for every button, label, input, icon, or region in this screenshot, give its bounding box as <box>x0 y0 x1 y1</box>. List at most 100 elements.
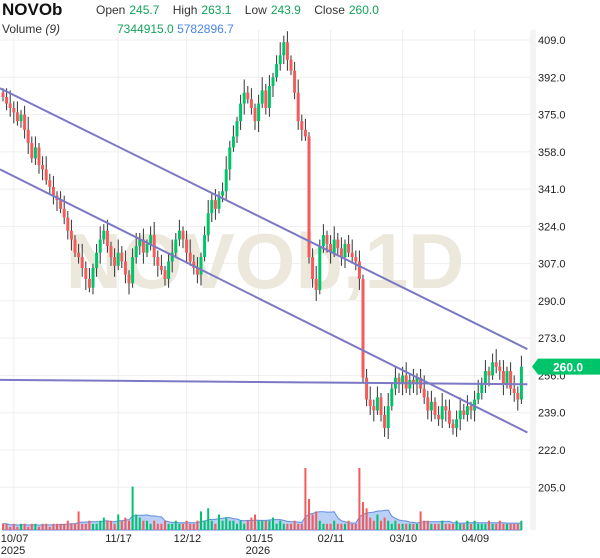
candle-body <box>37 147 41 165</box>
volume-bar <box>448 523 451 530</box>
candle-body <box>174 239 178 253</box>
x-tick-label: 01/15 <box>246 533 274 545</box>
volume-bar <box>513 523 516 530</box>
candle <box>433 397 437 420</box>
candle <box>156 250 160 277</box>
candle-body <box>271 77 275 87</box>
candle-body <box>33 147 37 159</box>
volume-bar <box>70 523 73 530</box>
candle-body <box>69 230 73 240</box>
volume-bar <box>146 520 148 530</box>
volume-bar <box>426 520 429 530</box>
volume-bar <box>48 526 51 530</box>
volume-bar <box>336 523 339 530</box>
candle-body <box>163 270 167 279</box>
candle-body <box>188 252 192 262</box>
candle-body <box>296 92 300 122</box>
candle <box>19 110 23 128</box>
volume-bar <box>520 520 523 530</box>
ohlc-legend: Open 245.7 High 263.1 Low 243.9 Close 260.0 <box>96 3 379 17</box>
candle-body <box>519 366 523 400</box>
candle <box>494 349 498 374</box>
volume-bar <box>268 520 271 530</box>
volume-bar <box>441 520 444 530</box>
volume-bar <box>462 523 465 530</box>
x-tick-label: 11/17 <box>105 533 132 545</box>
candle-body <box>372 406 376 411</box>
candle <box>30 136 34 163</box>
y-tick-label: 307.0 <box>538 259 566 271</box>
x-tick-label: 12/12 <box>174 533 202 545</box>
candle-body <box>440 406 444 420</box>
candle-body <box>224 169 228 192</box>
volume-bar <box>329 523 332 530</box>
candle-body <box>282 42 286 56</box>
candle-body <box>462 410 466 415</box>
candle <box>285 31 289 71</box>
volume-bar <box>257 520 260 530</box>
volume-bar <box>92 523 94 530</box>
volume-bar <box>293 520 296 530</box>
volume-bar <box>279 520 282 530</box>
volume-value: 7344915.0 <box>117 22 174 36</box>
candle <box>257 94 261 133</box>
volume-bar <box>264 520 267 530</box>
candle-body <box>141 239 145 253</box>
candle <box>339 237 343 266</box>
candle <box>188 239 192 266</box>
candle-body <box>275 64 279 78</box>
candle-body <box>138 239 142 247</box>
candle-body <box>242 92 246 104</box>
candle-body <box>278 55 282 65</box>
candle <box>303 118 307 141</box>
candle-body <box>516 392 520 400</box>
candle-body <box>501 371 505 385</box>
candle-body <box>347 243 351 253</box>
volume-bar <box>380 520 382 530</box>
volume-bar <box>88 520 91 530</box>
candle <box>185 230 189 264</box>
volume-bar <box>113 523 116 530</box>
candle-body <box>469 406 473 411</box>
candle-body <box>26 129 30 144</box>
candle-body <box>159 265 163 271</box>
candle <box>260 77 264 108</box>
candle-body <box>422 388 426 398</box>
candle <box>87 268 91 293</box>
candle-body <box>177 230 181 240</box>
candle-body <box>131 257 135 284</box>
candle <box>458 397 462 431</box>
y-tick-label: 290.0 <box>538 296 566 308</box>
volume-bar <box>369 517 372 530</box>
candle <box>48 173 52 194</box>
candle <box>401 366 405 396</box>
candle-body <box>480 384 484 393</box>
candle <box>141 228 145 264</box>
candle <box>447 399 451 429</box>
volume-bar <box>286 523 289 530</box>
candle <box>498 360 502 380</box>
candle <box>228 140 232 181</box>
candle-body <box>300 121 304 130</box>
y-tick-label: 392.0 <box>538 72 566 84</box>
volume-bar <box>203 520 206 530</box>
candle <box>289 55 293 76</box>
candle <box>383 406 387 437</box>
candle-body <box>51 186 55 196</box>
candle-body <box>343 243 347 258</box>
candle-body <box>113 257 117 266</box>
candle-body <box>235 121 239 137</box>
candle <box>440 392 444 429</box>
candle-body <box>411 379 415 385</box>
candle <box>206 200 210 242</box>
volume-bar <box>376 514 379 530</box>
volume-bar <box>156 523 159 530</box>
candle <box>102 224 106 244</box>
volume-bar <box>95 523 98 530</box>
candle-body <box>321 235 325 247</box>
candle <box>231 125 235 152</box>
candle-body <box>19 114 23 122</box>
volume-bar <box>84 523 87 530</box>
candle-body <box>494 362 498 367</box>
